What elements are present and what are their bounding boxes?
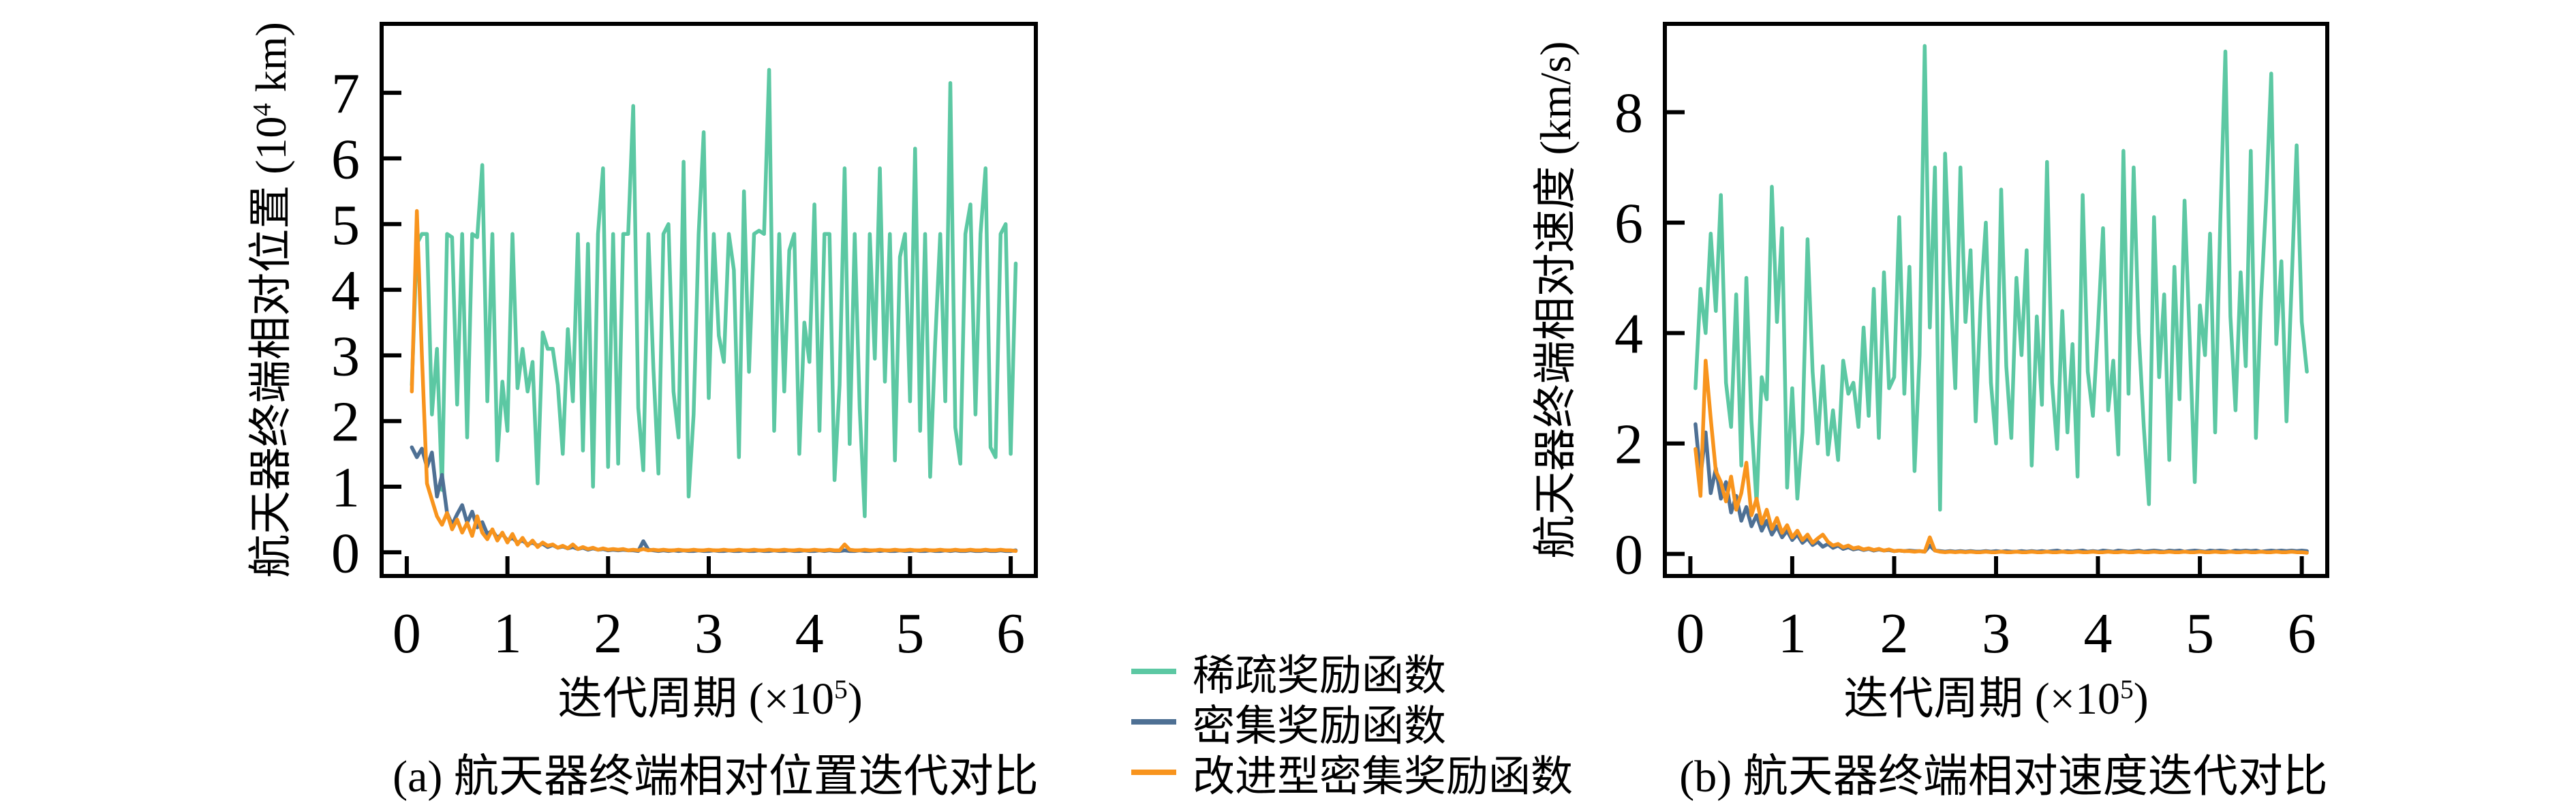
y-tick-label-a: 3 [331,324,360,388]
y-tick-label-b: 0 [1614,523,1643,587]
y-axis-label-b: 航天器终端相对速度 (km/s) [1531,41,1581,558]
x-tick-label-a: 6 [996,602,1025,665]
axes-frame-b [1663,22,2329,578]
y-axis-label-a-superscript: 4 [247,103,277,117]
x-tick-label-b: 0 [1676,602,1704,665]
x-tick-label-a: 4 [795,602,824,665]
chart-b: 0 1 2 3 4 5 6 0 2 4 6 8 [1614,22,2329,665]
y-tick-label-a: 7 [331,62,360,125]
y-axis-label-a-text: 航天器终端相对位置 (10 [247,116,296,578]
legend-label-improved: 改进型密集奖励函数 [1193,754,1574,800]
x-tick-label-a: 5 [895,602,924,665]
y-tick-label-b: 6 [1614,192,1643,256]
x-axis-label-b-close: ) [2133,674,2149,724]
improved-line-swatch [1131,770,1176,775]
axes-frame-a [380,22,1038,578]
y-tick-label-a: 6 [331,127,360,191]
y-tick-label-a: 2 [331,391,360,454]
y-axis-label-b-text: 航天器终端相对速度 (km/s) [1531,41,1580,559]
x-tick-label-b: 6 [2288,602,2316,665]
legend-label-dense: 密集奖励函数 [1193,703,1447,750]
y-tick-label-a: 5 [331,194,360,257]
x-tick-label-b: 1 [1778,602,1807,665]
y-tick-label-a: 4 [331,259,360,322]
sparse-line-swatch [1131,669,1176,674]
x-tick-label-a: 3 [694,602,723,665]
legend-item-sparse: 稀疏奖励函数 [1131,646,1573,699]
y-tick-label-b: 2 [1614,413,1643,476]
x-tick-label-b: 2 [1880,602,1909,665]
x-tick-label-b: 3 [1982,602,2010,665]
x-axis-label-b: 迭代周期 (×105) [1665,673,2327,725]
x-tick-label-a: 2 [594,602,622,665]
series-sparse-a [410,67,1018,519]
y-axis-label-a: 航天器终端相对位置 (104 km) [246,22,296,578]
series-improved-b [1693,359,2309,555]
dense-line-swatch [1131,719,1176,725]
y-axis-label-a-unit: km) [247,22,296,104]
x-axis-label-a-close: ) [847,674,863,724]
series-sparse-b [1693,44,2309,512]
caption-b: (b) 航天器终端相对速度迭代对比 [1679,752,2328,802]
legend-item-dense: 密集奖励函数 [1131,697,1573,750]
legend-item-improved: 改进型密集奖励函数 [1131,747,1573,800]
y-tick-label-b: 8 [1614,82,1643,145]
y-tick-label-b: 4 [1614,303,1643,366]
series-improved-a [410,209,1018,553]
x-axis-label-b-text: 迭代周期 (×10 [1843,674,2120,724]
x-tick-label-b: 4 [2084,602,2113,665]
x-axis-label-a-text: 迭代周期 (×10 [557,674,834,724]
legend-label-sparse: 稀疏奖励函数 [1193,653,1447,699]
caption-a: (a) 航天器终端相对位置迭代对比 [393,752,1039,802]
y-tick-label-a: 1 [331,456,360,519]
x-tick-label-b: 5 [2186,602,2214,665]
legend: 稀疏奖励函数 密集奖励函数 改进型密集奖励函数 [1131,646,1573,800]
x-axis-label-a: 迭代周期 (×105) [376,673,1044,725]
x-axis-label-b-superscript: 5 [2119,674,2134,704]
x-tick-label-a: 0 [393,602,421,665]
y-tick-label-a: 0 [331,521,360,585]
x-tick-label-a: 1 [493,602,522,665]
x-axis-label-a-superscript: 5 [833,674,848,704]
